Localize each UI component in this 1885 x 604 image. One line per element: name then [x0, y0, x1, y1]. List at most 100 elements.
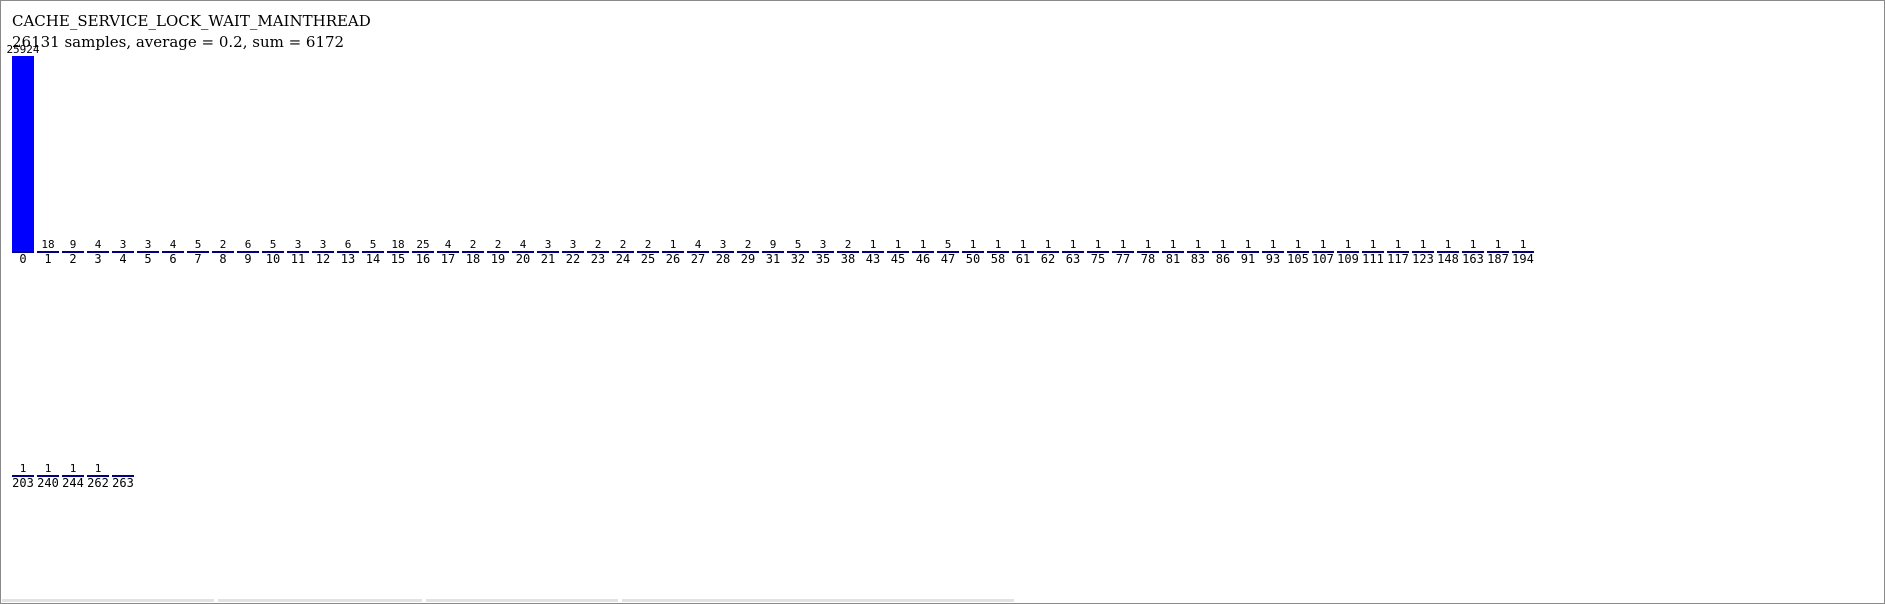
- bar-value-label: 2: [470, 238, 477, 251]
- histogram-bucket: 25924 0: [6, 43, 39, 266]
- bucket-key-label: 32: [791, 252, 805, 266]
- histogram-baseline: [212, 251, 234, 253]
- histogram-baseline: [687, 251, 709, 253]
- histogram-baseline: [587, 251, 609, 253]
- bucket-key-label: 0: [19, 252, 26, 266]
- bar-value-label: 3: [545, 238, 552, 251]
- bar-value-label: 1: [920, 238, 927, 251]
- bar-value-label: 2: [745, 238, 752, 251]
- bar-value-label: 1: [1445, 238, 1452, 251]
- histogram-baseline: [412, 251, 434, 253]
- bucket-key-label: 61: [1016, 252, 1030, 266]
- bar-value-label: 18: [41, 238, 54, 251]
- bar-value-label: 3: [320, 238, 327, 251]
- histogram-baseline: [837, 251, 859, 253]
- histogram-bucket: 126: [662, 238, 684, 266]
- bucket-key-label: 38: [841, 252, 855, 266]
- bar-value-label: 1: [1295, 238, 1302, 251]
- histogram-bucket: 613: [337, 238, 359, 266]
- histogram-baseline: [1437, 251, 1459, 253]
- histogram-baseline: [162, 251, 184, 253]
- bucket-key-label: 13: [341, 252, 355, 266]
- bucket-key-label: 28: [716, 252, 730, 266]
- bucket-key-label: 123: [1412, 252, 1434, 266]
- histogram-baseline: [1387, 251, 1409, 253]
- histogram-baseline: [737, 251, 759, 253]
- bar-value-label: 9: [70, 238, 77, 251]
- bucket-key-label: 27: [691, 252, 705, 266]
- bucket-key-label: 17: [441, 252, 455, 266]
- bar-value-label: 5: [195, 238, 202, 251]
- histogram-baseline: [637, 251, 659, 253]
- histogram-bucket: 69: [237, 238, 259, 266]
- histogram-baseline: [762, 251, 784, 253]
- histogram-baseline: [287, 251, 309, 253]
- bucket-key-label: 19: [491, 252, 505, 266]
- bar-value-label: 1: [970, 238, 977, 251]
- histogram-bucket: 328: [712, 238, 734, 266]
- histogram-baseline: [262, 251, 284, 253]
- bar-value-label: 25: [416, 238, 429, 251]
- histogram-baseline: [1512, 251, 1534, 253]
- histogram-baseline: [437, 251, 459, 253]
- histogram-bucket: 181: [1162, 238, 1184, 266]
- histogram-bucket: 229: [737, 238, 759, 266]
- histogram-bucket: 427: [687, 238, 709, 266]
- histogram-bucket: 28: [212, 238, 234, 266]
- bucket-key-label: 77: [1116, 252, 1130, 266]
- bucket-key-label: 7: [194, 252, 201, 266]
- bucket-key-label: 62: [1041, 252, 1055, 266]
- histogram-bucket: 219: [487, 238, 509, 266]
- histogram-baseline: [1312, 251, 1334, 253]
- bucket-key-label: 29: [741, 252, 755, 266]
- histogram-bucket: 178: [1137, 238, 1159, 266]
- histogram-baseline: [487, 251, 509, 253]
- histogram-bucket: 175: [1087, 238, 1109, 266]
- bar-value-label: 6: [245, 238, 252, 251]
- histogram-baseline: [1112, 251, 1134, 253]
- bucket-key-label: 244: [62, 476, 84, 490]
- histogram-bucket: 311: [287, 238, 309, 266]
- bottom-rule-segment: [426, 599, 618, 602]
- bucket-key-label: 148: [1437, 252, 1459, 266]
- histogram-baseline: [12, 251, 34, 253]
- bar-value-label: 1: [1345, 238, 1352, 251]
- chart-subtitle: 26131 samples, average = 0.2, sum = 6172: [12, 33, 345, 51]
- histogram-baseline: [1087, 251, 1109, 253]
- bar-value-label: 2: [845, 238, 852, 251]
- bucket-key-label: 6: [169, 252, 176, 266]
- histogram-bucket: 218: [462, 238, 484, 266]
- bottom-rule-segment: [2, 599, 214, 602]
- histogram-bucket: 191: [1237, 238, 1259, 266]
- bucket-key-label: 4: [119, 252, 126, 266]
- histogram-baseline: [87, 475, 109, 477]
- bar-value-label: 3: [120, 238, 127, 251]
- histogram-bucket: 322: [562, 238, 584, 266]
- bucket-key-label: 78: [1141, 252, 1155, 266]
- bar-value-label: 5: [270, 238, 277, 251]
- bar-value-label: 3: [145, 238, 152, 251]
- bucket-key-label: 16: [416, 252, 430, 266]
- bar-value-label: 1: [95, 462, 102, 475]
- histogram-bucket: 35: [137, 238, 159, 266]
- bar-value-label: 1: [895, 238, 902, 251]
- bucket-key-label: 111: [1362, 252, 1384, 266]
- bucket-key-label: 187: [1487, 252, 1509, 266]
- bucket-key-label: 11: [291, 252, 305, 266]
- bar-value-label: 1: [670, 238, 677, 251]
- bucket-key-label: 47: [941, 252, 955, 266]
- bar-value-label: 5: [370, 238, 377, 251]
- histogram-baseline: [1212, 251, 1234, 253]
- bucket-key-label: 22: [566, 252, 580, 266]
- histogram-baseline: [1162, 251, 1184, 253]
- bucket-key-label: 81: [1166, 252, 1180, 266]
- histogram-baseline: [1337, 251, 1359, 253]
- histogram-bucket: 183: [1187, 238, 1209, 266]
- histogram-bucket: 510: [262, 238, 284, 266]
- histogram-baseline: [537, 251, 559, 253]
